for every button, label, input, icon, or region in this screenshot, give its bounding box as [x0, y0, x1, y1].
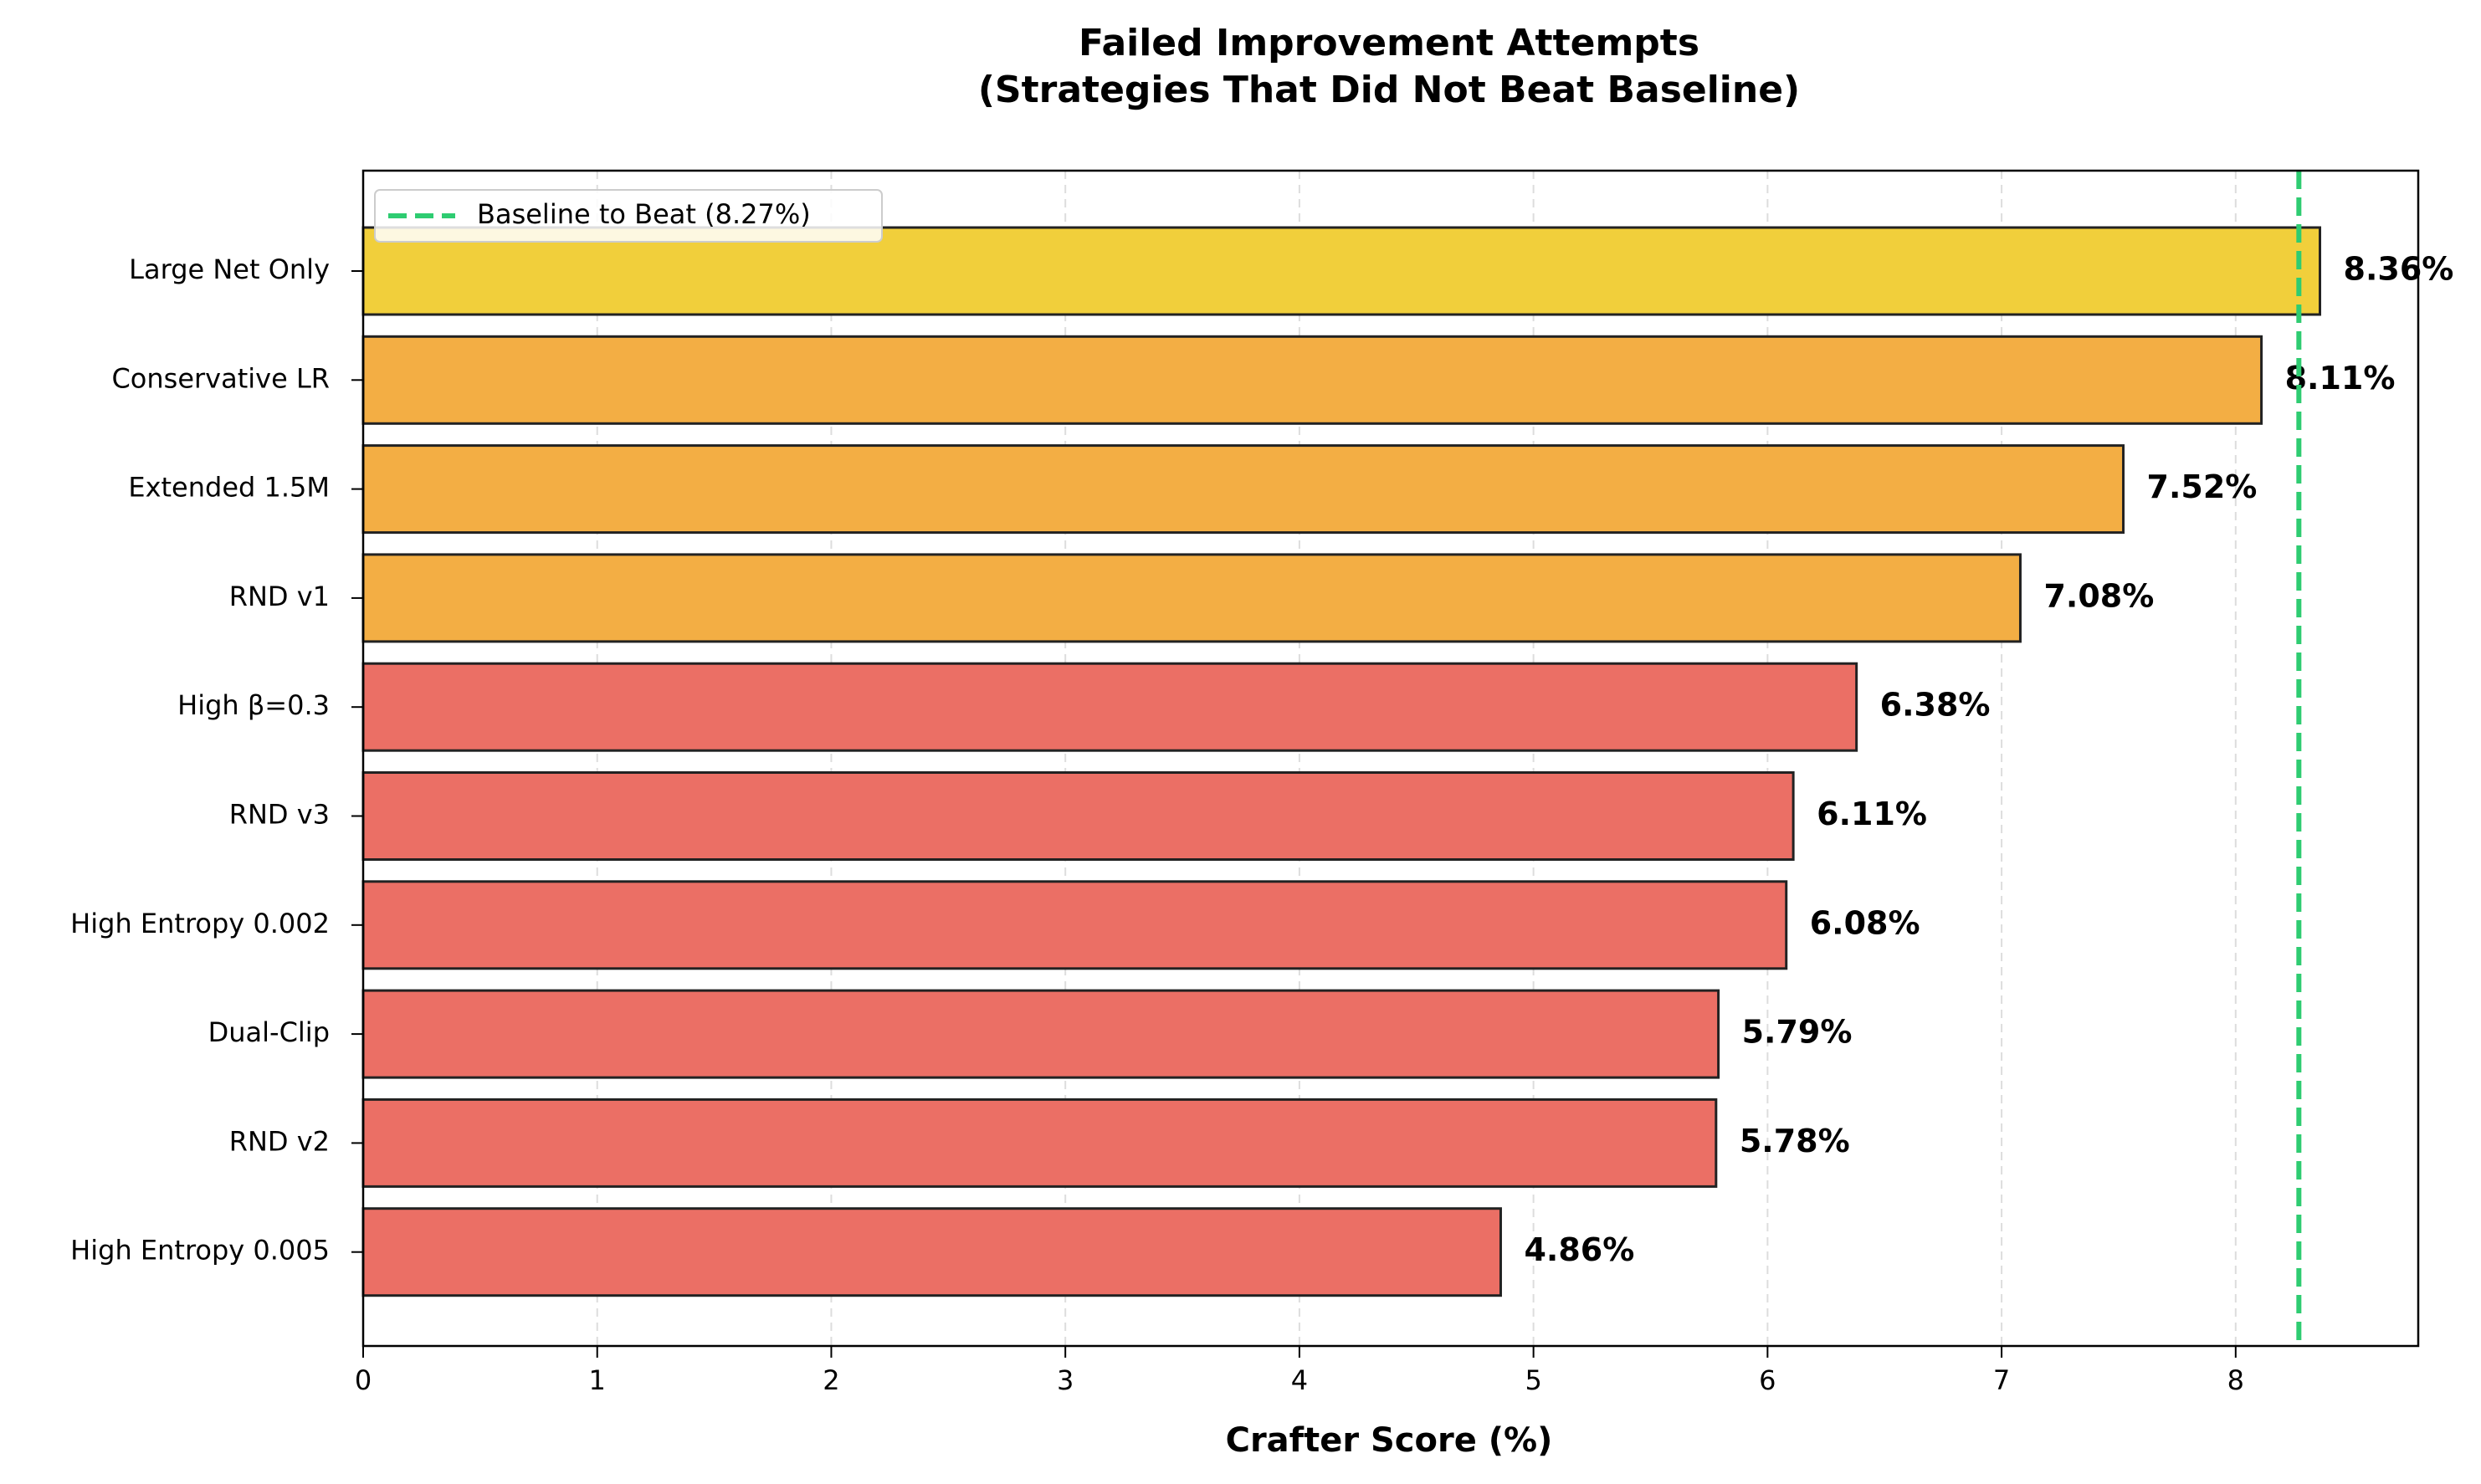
category-label: Extended 1.5M [128, 472, 330, 504]
value-label: 6.38% [1880, 687, 1991, 724]
value-label: 8.36% [2344, 251, 2454, 288]
bar [361, 771, 1795, 861]
bar [361, 335, 2263, 425]
value-label: 6.11% [1817, 796, 1927, 832]
category-label: High Entropy 0.002 [70, 908, 330, 939]
x-axis-label: Crafter Score (%) [1226, 1421, 1553, 1460]
value-label: 5.79% [1742, 1014, 1853, 1051]
value-label: 7.08% [2043, 577, 2154, 614]
value-label: 4.86% [1524, 1231, 1634, 1268]
bar [361, 662, 1858, 752]
value-label: 6.08% [1810, 904, 1920, 941]
bar [361, 553, 2022, 643]
category-label: RND v2 [229, 1125, 330, 1157]
bar [361, 1098, 1718, 1188]
value-label: 7.52% [2147, 468, 2258, 505]
x-tick-label: 7 [1993, 1364, 2010, 1396]
bar [361, 1207, 1502, 1297]
x-tick-label: 5 [1525, 1364, 1541, 1396]
x-tick-label: 8 [2227, 1364, 2244, 1396]
plot-frame [361, 169, 2420, 1348]
bar [361, 989, 1720, 1079]
category-label: Conservative LR [111, 362, 330, 394]
category-label: RND v3 [229, 799, 330, 831]
x-tick-label: 0 [355, 1364, 372, 1396]
category-label: RND v1 [229, 581, 330, 612]
value-label: 8.11% [2285, 360, 2396, 397]
category-label: High β=0.3 [177, 689, 330, 721]
chart-subtitle: (Strategies That Did Not Beat Baseline) [978, 69, 1800, 111]
category-label: High Entropy 0.005 [70, 1235, 330, 1267]
chart-title: Failed Improvement Attempts [1079, 22, 1699, 64]
category-label: Dual-Clip [208, 1016, 330, 1048]
value-label: 5.78% [1740, 1123, 1850, 1159]
category-label: Large Net Only [129, 253, 330, 285]
bar [361, 880, 1788, 970]
x-tick-label: 1 [589, 1364, 606, 1396]
legend-box [374, 189, 883, 243]
x-tick-label: 2 [823, 1364, 839, 1396]
x-tick-label: 4 [1291, 1364, 1308, 1396]
x-tick-label: 6 [1759, 1364, 1776, 1396]
x-tick-label: 3 [1057, 1364, 1074, 1396]
bar [361, 444, 2125, 535]
legend-baseline-label: Baseline to Beat (8.27%) [477, 198, 811, 230]
